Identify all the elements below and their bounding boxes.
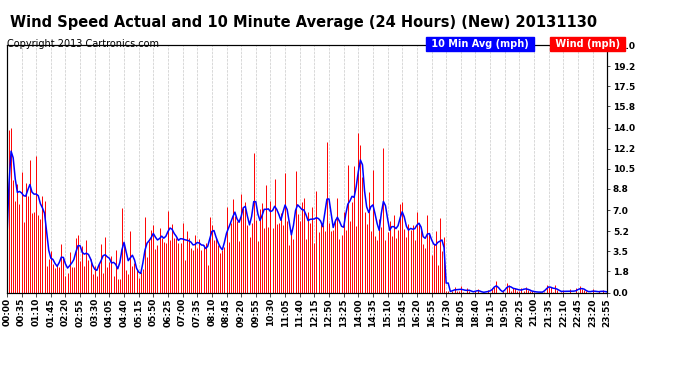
Text: 10 Min Avg (mph): 10 Min Avg (mph) [428, 39, 532, 50]
Text: Wind Speed Actual and 10 Minute Average (24 Hours) (New) 20131130: Wind Speed Actual and 10 Minute Average … [10, 15, 597, 30]
Text: Copyright 2013 Cartronics.com: Copyright 2013 Cartronics.com [7, 39, 159, 50]
Text: Wind (mph): Wind (mph) [552, 39, 624, 50]
